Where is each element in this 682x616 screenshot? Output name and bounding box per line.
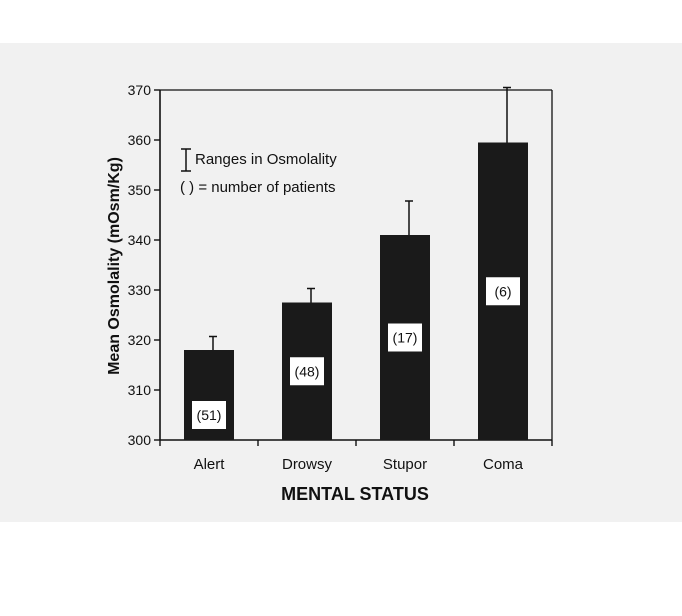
x-ticks: Alert Drowsy Stupor Coma: [159, 440, 553, 473]
y-tick-label: 300: [128, 432, 152, 448]
y-tick-label: 310: [128, 382, 152, 398]
bars: (51) (48) (17) (6): [184, 86, 528, 440]
patient-count-label: (17): [393, 330, 418, 346]
patient-count-label: (51): [197, 407, 222, 423]
patient-count-label: (6): [494, 283, 511, 299]
patient-count-label: (48): [295, 363, 320, 379]
x-category-label: Stupor: [383, 456, 427, 473]
patient-count-box: [486, 277, 520, 306]
y-tick-label: 340: [128, 232, 152, 248]
patient-count-box: [192, 401, 226, 429]
y-tick-label: 350: [128, 182, 152, 198]
patient-count-box: [388, 323, 422, 352]
legend-count-text: ( ) = number of patients: [180, 179, 336, 196]
scan-panel: [0, 43, 682, 522]
patient-count-box: [290, 357, 324, 386]
y-tick-label: 320: [128, 332, 152, 348]
x-category-label: Alert: [194, 456, 226, 473]
y-ticks: 300 310 320 330 340 350 360 370: [128, 82, 160, 448]
y-axis-title: Mean Osmolality (mOsm/Kg): [106, 157, 123, 375]
y-tick-label: 330: [128, 282, 152, 298]
legend-range-text: Ranges in Osmolality: [195, 151, 337, 168]
x-category-label: Coma: [483, 456, 524, 473]
x-axis-title: MENTAL STATUS: [281, 484, 429, 504]
x-category-label: Drowsy: [282, 456, 333, 473]
y-tick-label: 370: [128, 82, 152, 98]
y-tick-label: 360: [128, 132, 152, 148]
legend: Ranges in Osmolality ( ) = number of pat…: [180, 148, 337, 196]
